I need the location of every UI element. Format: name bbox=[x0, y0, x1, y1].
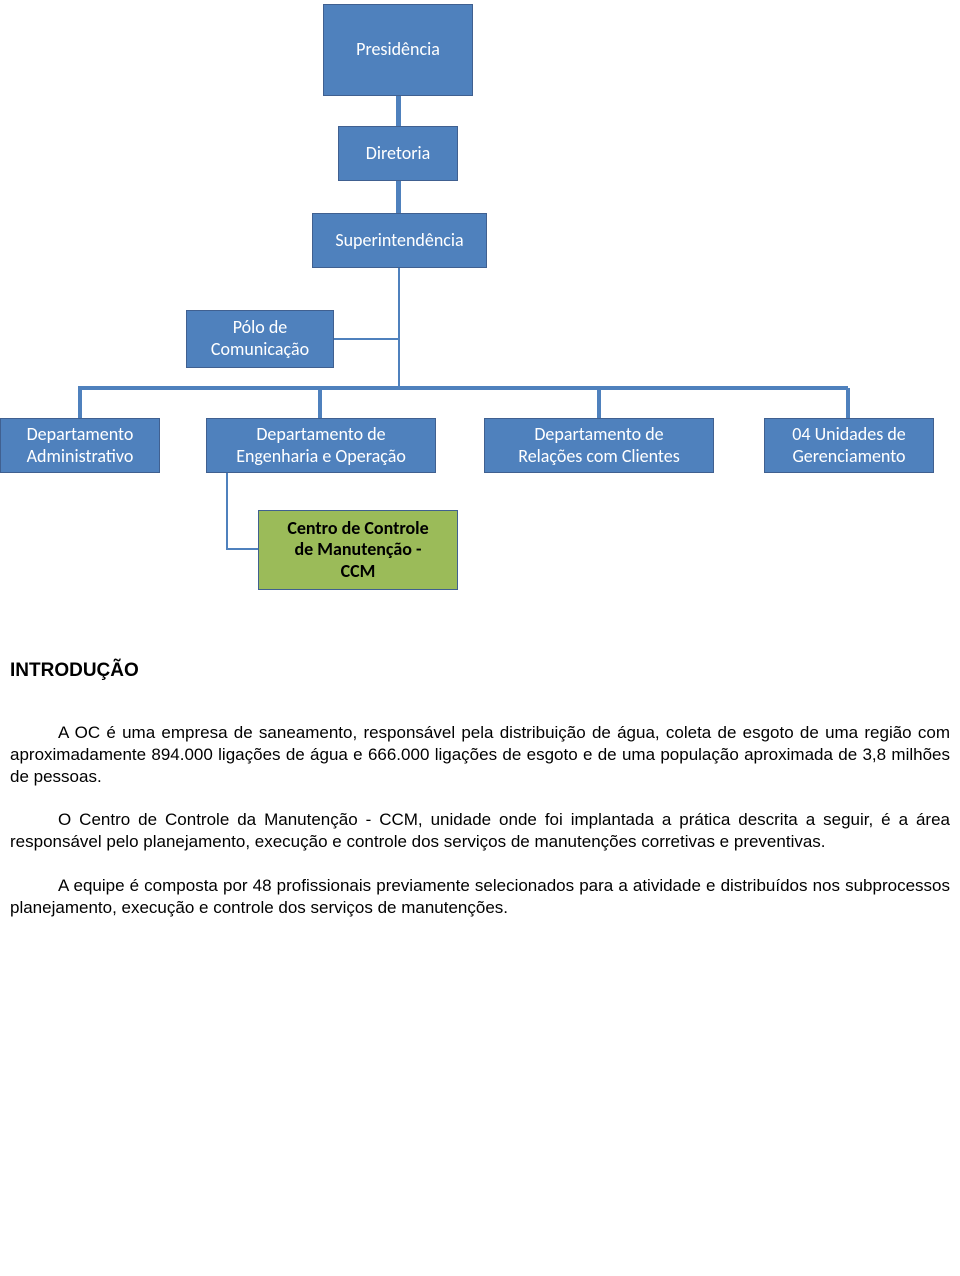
org-node-dep-rel: Departamento deRelações com Clientes bbox=[484, 418, 714, 473]
connector bbox=[78, 388, 82, 418]
org-node-unidades: 04 Unidades deGerenciamento bbox=[764, 418, 934, 473]
connector bbox=[78, 386, 848, 390]
org-node-superintendencia: Superintendência bbox=[312, 213, 487, 268]
connector bbox=[597, 388, 601, 418]
org-chart: Presidência Diretoria Superintendência Pólo… bbox=[0, 0, 960, 640]
org-node-polo: Pólo deComunicação bbox=[186, 310, 334, 368]
org-node-presidencia: Presidência bbox=[323, 4, 473, 96]
section-heading: INTRODUÇÃO bbox=[10, 660, 950, 682]
connector bbox=[396, 181, 401, 213]
org-node-diretoria: Diretoria bbox=[338, 126, 458, 181]
org-node-dep-eng: Departamento deEngenharia e Operação bbox=[206, 418, 436, 473]
connector bbox=[846, 388, 850, 418]
paragraph: O Centro de Controle da Manutenção - CCM… bbox=[10, 809, 950, 853]
paragraph: A equipe é composta por 48 profissionais… bbox=[10, 875, 950, 919]
document-body: INTRODUÇÃO A OC é uma empresa de saneame… bbox=[0, 640, 960, 970]
connector bbox=[398, 268, 400, 340]
connector bbox=[396, 96, 401, 126]
paragraph: A OC é uma empresa de saneamento, respon… bbox=[10, 722, 950, 787]
connector bbox=[318, 388, 322, 418]
connector bbox=[226, 473, 228, 550]
connector bbox=[226, 548, 258, 550]
org-node-dep-admin: DepartamentoAdministrativo bbox=[0, 418, 160, 473]
org-node-ccm: Centro de Controlede Manutenção -CCM bbox=[258, 510, 458, 590]
connector bbox=[398, 340, 400, 388]
